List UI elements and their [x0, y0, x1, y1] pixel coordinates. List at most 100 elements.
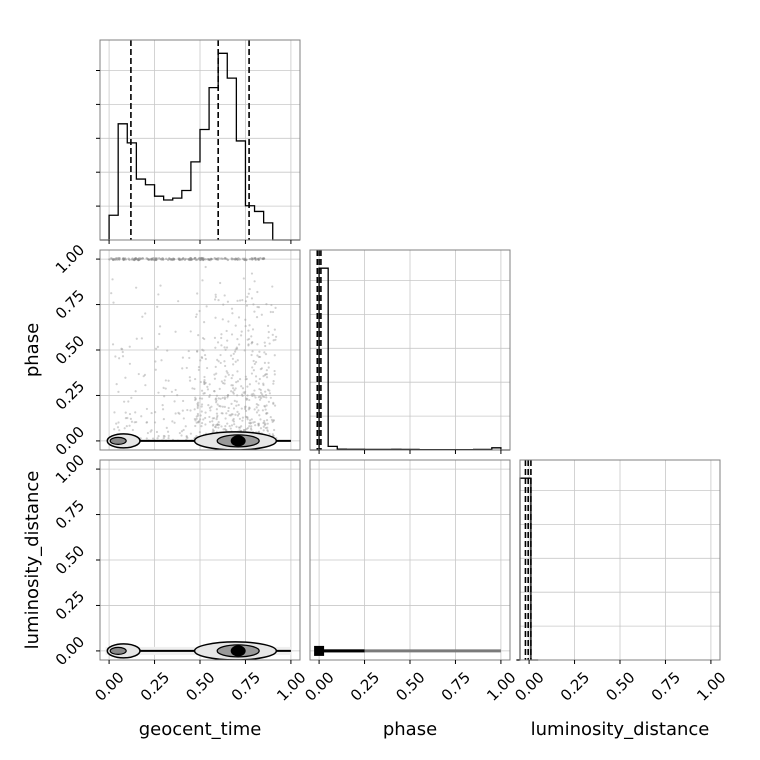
- scatter-point: [224, 425, 227, 428]
- scatter-point: [262, 383, 265, 387]
- x-tick-label: 0.75: [648, 668, 684, 704]
- scatter-point: [272, 401, 275, 404]
- scatter-point: [251, 341, 254, 344]
- scatter-point: [252, 369, 255, 372]
- scatter-point: [222, 428, 225, 431]
- scatter-point: [258, 398, 262, 401]
- scatter-point: [121, 355, 125, 358]
- scatter-point: [271, 420, 274, 423]
- scatter-point: [126, 416, 129, 420]
- scatter-point: [230, 307, 234, 310]
- scatter-point: [177, 411, 180, 414]
- scatter-point: [174, 388, 177, 392]
- scatter-point: [203, 337, 206, 341]
- scatter-point: [203, 353, 207, 357]
- y-tick-label: 0.00: [52, 633, 88, 669]
- scatter-point: [199, 418, 202, 421]
- scatter-point: [236, 370, 239, 373]
- scatter-point: [166, 349, 169, 352]
- scatter-point: [181, 258, 184, 261]
- scatter-point: [208, 420, 212, 423]
- scatter-point: [164, 379, 167, 382]
- scatter-point: [219, 361, 222, 365]
- scatter-point: [201, 348, 204, 351]
- scatter-point: [223, 382, 226, 385]
- scatter-point: [140, 415, 143, 418]
- scatter-point: [245, 409, 248, 412]
- scatter-point: [174, 412, 177, 415]
- scatter-point: [200, 403, 204, 406]
- scatter-point: [273, 373, 276, 376]
- scatter-point: [236, 394, 239, 397]
- scatter-point: [188, 376, 191, 379]
- scatter-point: [229, 414, 232, 417]
- y-axis-label-phase: phase: [22, 323, 43, 377]
- scatter-point: [216, 403, 219, 406]
- scatter-point: [247, 343, 250, 346]
- scatter-point: [223, 428, 227, 431]
- scatter-point: [236, 338, 239, 341]
- scatter-point: [223, 360, 226, 363]
- scatter-point: [259, 396, 263, 400]
- scatter-point: [206, 385, 209, 388]
- scatter-point: [263, 421, 266, 424]
- scatter-point: [250, 335, 253, 338]
- scatter-point: [245, 416, 249, 419]
- scatter-point: [244, 300, 248, 303]
- scatter-point: [263, 374, 267, 377]
- scatter-point: [145, 421, 148, 424]
- scatter-point: [219, 353, 222, 357]
- scatter-point: [194, 396, 197, 399]
- scatter-point: [178, 431, 181, 435]
- scatter-point: [157, 435, 160, 438]
- scatter-point: [247, 408, 250, 411]
- scatter-point: [273, 428, 276, 432]
- scatter-point: [121, 350, 124, 354]
- scatter-point: [247, 292, 250, 295]
- scatter-point: [241, 416, 245, 419]
- scatter-point: [215, 399, 218, 402]
- scatter-point: [154, 347, 158, 350]
- y-axis-label-luminosity-distance: luminosity_distance: [22, 471, 43, 650]
- scatter-point: [141, 257, 144, 260]
- scatter-point: [248, 337, 251, 341]
- scatter-point: [252, 421, 255, 424]
- scatter-point: [184, 257, 187, 261]
- scatter-point: [213, 298, 217, 301]
- scatter-point: [202, 392, 205, 395]
- scatter-point: [186, 436, 189, 440]
- scatter-point: [217, 421, 220, 424]
- scatter-point: [195, 435, 198, 438]
- scatter-point: [256, 354, 259, 357]
- scatter-point: [197, 421, 200, 424]
- scatter-point: [165, 426, 168, 429]
- scatter-point: [144, 384, 147, 387]
- scatter-point: [226, 371, 229, 374]
- scatter-point: [157, 293, 160, 296]
- phase-vs-luminosity-distance-panel: [310, 460, 510, 660]
- scatter-point: [273, 354, 276, 357]
- scatter-point: [250, 393, 253, 396]
- scatter-point: [264, 408, 267, 411]
- scatter-point: [265, 303, 268, 306]
- contour-core: [230, 435, 246, 447]
- scatter-point: [112, 258, 115, 261]
- scatter-point: [244, 415, 247, 418]
- scatter-point: [114, 355, 117, 358]
- scatter-point: [120, 347, 123, 350]
- scatter-point: [263, 423, 266, 427]
- scatter-point: [134, 390, 137, 393]
- scatter-point: [204, 416, 207, 420]
- scatter-point: [195, 313, 198, 316]
- scatter-point: [216, 423, 219, 426]
- scatter-point: [208, 383, 211, 386]
- scatter-point: [213, 373, 216, 376]
- scatter-point: [272, 419, 275, 422]
- scatter-point: [262, 375, 265, 378]
- scatter-point: [211, 430, 214, 433]
- scatter-point: [264, 390, 267, 393]
- scatter-point: [234, 257, 238, 261]
- scatter-point: [259, 391, 263, 394]
- scatter-point: [208, 415, 211, 419]
- scatter-point: [240, 330, 243, 333]
